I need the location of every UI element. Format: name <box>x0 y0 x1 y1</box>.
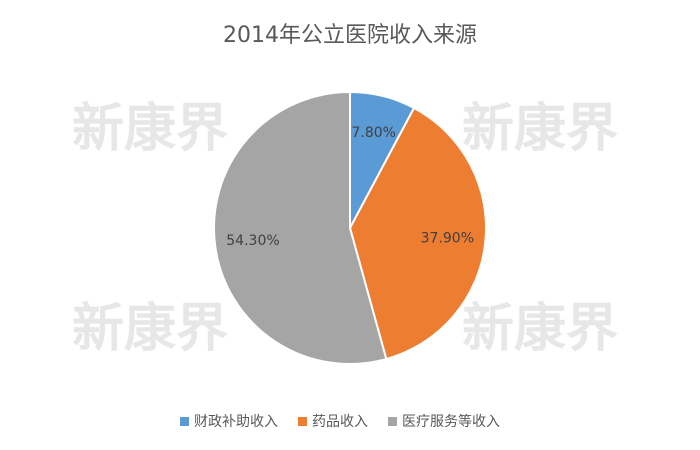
chart-title: 2014年公立医院收入来源 <box>223 23 477 48</box>
legend-label: 财政补助收入 <box>194 414 278 430</box>
legend-swatch <box>298 417 307 426</box>
legend-label: 药品收入 <box>312 414 368 430</box>
data-label: 54.30% <box>226 233 279 249</box>
legend-swatch <box>180 417 189 426</box>
pie-slice <box>213 90 388 365</box>
pie-slice <box>348 106 487 361</box>
legend-label: 医疗服务等收入 <box>402 413 500 430</box>
watermark: 新康界 <box>462 299 618 359</box>
data-label: 7.80% <box>352 125 396 141</box>
watermark: 新康界 <box>462 99 618 159</box>
watermark: 新康界 <box>72 299 228 359</box>
watermark: 新康界 <box>72 99 228 159</box>
legend-swatch <box>388 417 397 426</box>
data-label: 37.90% <box>421 231 474 247</box>
